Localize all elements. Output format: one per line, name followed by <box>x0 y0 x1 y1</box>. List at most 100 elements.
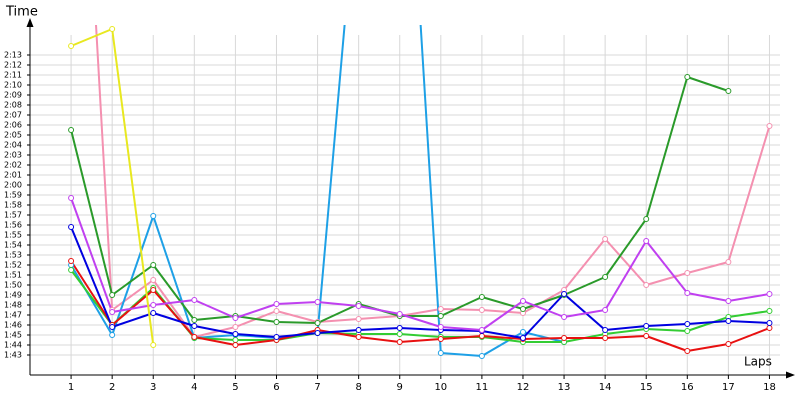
data-point <box>478 307 485 313</box>
data-point <box>519 298 526 304</box>
data-point <box>602 335 609 341</box>
data-point <box>314 320 321 326</box>
data-point <box>191 297 198 303</box>
y-tick-label: 2:06 <box>4 121 22 130</box>
data-point <box>355 327 362 333</box>
data-point <box>68 267 75 273</box>
y-tick-label: 1:58 <box>4 201 22 210</box>
y-tick-label: 1:45 <box>4 331 22 340</box>
y-tick-label: 1:54 <box>4 241 22 250</box>
data-point <box>273 334 280 340</box>
data-point <box>109 26 116 32</box>
data-point <box>109 324 116 330</box>
data-point <box>437 350 444 356</box>
y-tick-label: 1:46 <box>4 321 22 330</box>
data-point <box>191 323 198 329</box>
data-point <box>437 336 444 342</box>
data-point <box>643 333 650 339</box>
data-point <box>602 307 609 313</box>
y-tick-label: 2:05 <box>4 131 22 140</box>
data-point <box>396 325 403 331</box>
y-tick-label: 1:51 <box>4 271 22 280</box>
x-axis-label: Laps <box>744 355 772 369</box>
y-tick-label: 2:02 <box>4 161 22 170</box>
y-tick-label: 2:00 <box>4 181 22 190</box>
y-tick-label: 2:09 <box>4 91 22 100</box>
data-point <box>725 318 732 324</box>
y-tick-label: 2:11 <box>4 71 22 80</box>
x-tick-label: 11 <box>476 382 489 393</box>
data-point <box>725 88 732 94</box>
data-point <box>725 298 732 304</box>
data-point <box>273 319 280 325</box>
x-tick-label: 15 <box>640 382 653 393</box>
y-tick-label: 1:48 <box>4 301 22 310</box>
data-point <box>109 292 116 298</box>
y-tick-label: 2:12 <box>4 61 22 70</box>
data-point <box>68 127 75 133</box>
data-point <box>232 315 239 321</box>
data-point <box>437 324 444 330</box>
x-tick-label: 13 <box>558 382 571 393</box>
data-point <box>643 238 650 244</box>
data-point <box>561 291 568 297</box>
data-point <box>191 317 198 323</box>
data-point <box>766 123 773 129</box>
y-tick-label: 2:07 <box>4 111 22 120</box>
data-point <box>478 294 485 300</box>
data-point <box>396 331 403 337</box>
x-tick-label: 9 <box>397 382 403 393</box>
x-axis-arrow <box>786 371 795 379</box>
data-point <box>355 316 362 322</box>
data-point <box>273 301 280 307</box>
data-point <box>684 348 691 354</box>
data-point <box>478 333 485 339</box>
y-tick-label: 1:43 <box>4 351 22 360</box>
data-point <box>437 306 444 312</box>
data-point <box>109 332 116 338</box>
data-point <box>355 334 362 340</box>
data-point <box>602 236 609 242</box>
x-tick-label: 10 <box>434 382 447 393</box>
data-point <box>232 331 239 337</box>
data-point <box>232 342 239 348</box>
y-tick-label: 1:47 <box>4 311 22 320</box>
data-point <box>766 291 773 297</box>
y-tick-label: 1:44 <box>4 341 22 350</box>
data-point <box>68 195 75 201</box>
data-point <box>232 324 239 330</box>
data-point <box>684 328 691 334</box>
data-point <box>561 335 568 341</box>
x-tick-label: 17 <box>722 382 735 393</box>
data-point <box>478 353 485 359</box>
data-point <box>766 308 773 314</box>
x-tick-label: 1 <box>68 382 74 393</box>
data-point <box>355 303 362 309</box>
y-axis-label: Time <box>5 5 38 20</box>
x-tick-label: 4 <box>191 382 197 393</box>
y-tick-label: 2:03 <box>4 151 22 160</box>
data-point <box>150 302 157 308</box>
data-point <box>519 329 526 335</box>
data-point <box>396 311 403 317</box>
data-point <box>643 282 650 288</box>
data-point <box>150 262 157 268</box>
data-point <box>766 325 773 331</box>
data-point <box>478 327 485 333</box>
data-point <box>643 216 650 222</box>
data-point <box>602 327 609 333</box>
data-point <box>150 287 157 293</box>
series-line <box>70 197 770 331</box>
data-point <box>437 313 444 319</box>
x-tick-label: 16 <box>681 382 694 393</box>
x-tick-label: 2 <box>109 382 115 393</box>
x-tick-label: 5 <box>232 382 238 393</box>
series-line <box>95 25 771 338</box>
y-tick-label: 1:56 <box>4 221 22 230</box>
data-point <box>314 299 321 305</box>
y-tick-label: 2:04 <box>4 141 22 150</box>
data-point <box>68 43 75 49</box>
data-point <box>725 259 732 265</box>
